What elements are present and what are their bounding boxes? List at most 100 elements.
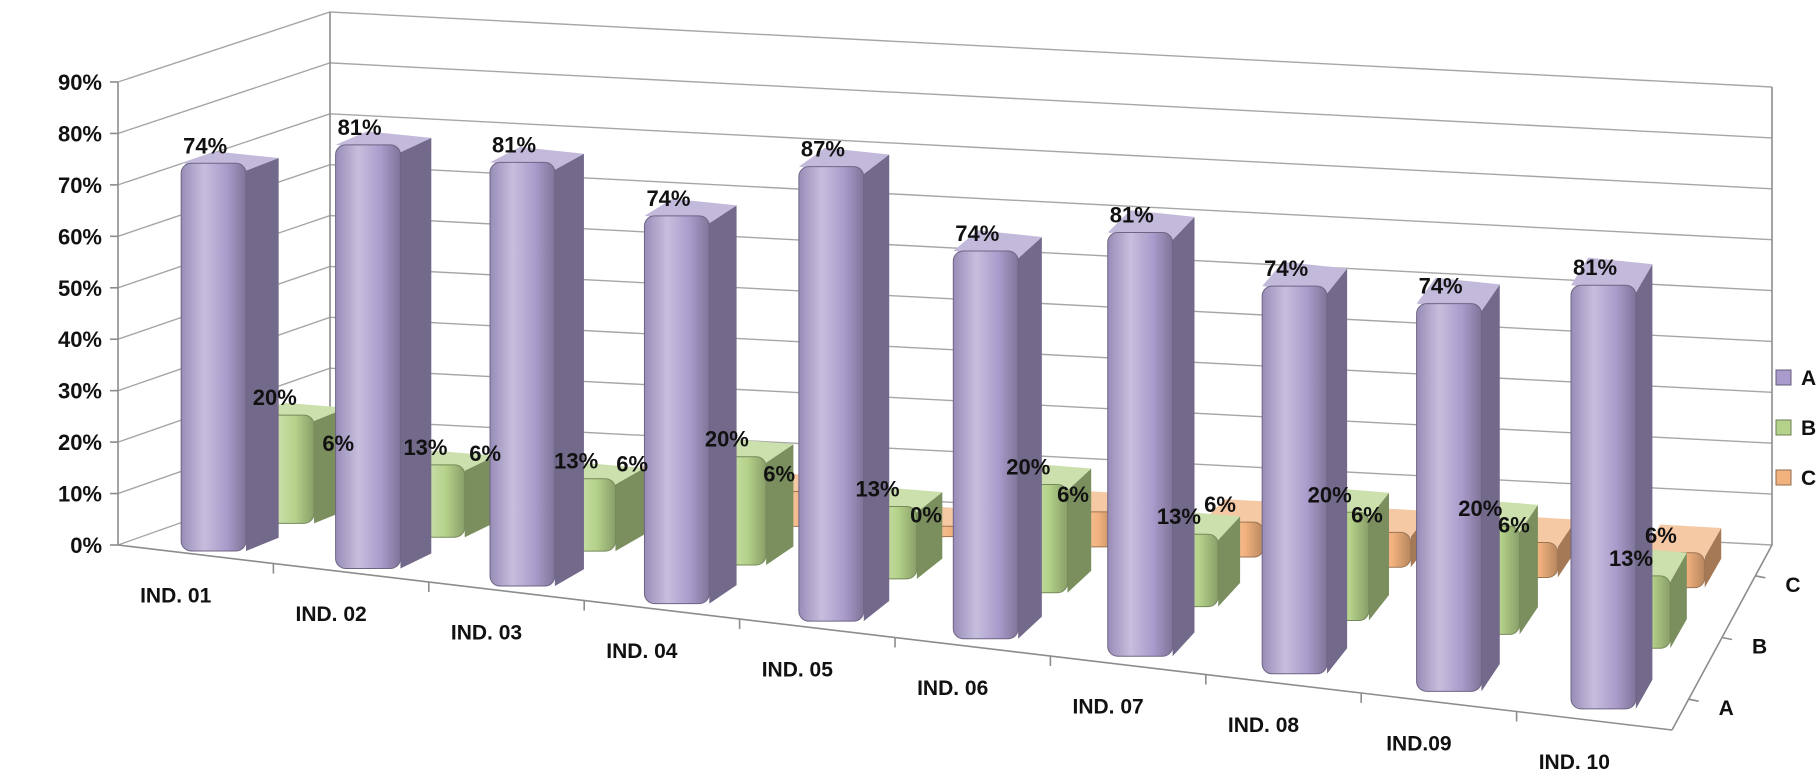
legend-swatch — [1775, 469, 1792, 486]
bar-side — [1172, 216, 1195, 657]
bar-side — [1218, 516, 1241, 607]
bar-side — [916, 492, 943, 579]
bar-A-3 — [489, 147, 584, 587]
category-label: IND. 08 — [1228, 714, 1300, 737]
depth-axis-label: B — [1752, 636, 1767, 659]
value-label-A: 81% — [492, 132, 536, 157]
bar-front — [335, 144, 401, 570]
bar-side — [709, 205, 737, 604]
bar-A-2 — [335, 131, 432, 570]
value-label-C: 6% — [322, 431, 354, 456]
legend-swatch — [1775, 369, 1792, 386]
bar-side — [615, 467, 645, 552]
depth-axis: A B C — [1688, 574, 1801, 720]
bar-A-10 — [1570, 257, 1653, 710]
value-label-A: 74% — [955, 221, 999, 246]
y-tick-label: 40% — [58, 327, 102, 352]
bars — [180, 131, 1722, 710]
category-label: IND. 04 — [606, 640, 678, 663]
value-label-C: 6% — [469, 441, 501, 466]
bar-A-8 — [1261, 261, 1348, 675]
bar-front — [180, 162, 247, 552]
bar-side — [1018, 236, 1042, 639]
depth-tick-mark — [1755, 575, 1766, 579]
bar-side — [246, 158, 279, 551]
value-label-A: 81% — [1573, 255, 1617, 280]
bar-side — [863, 154, 890, 622]
y-tick-label: 20% — [58, 430, 102, 455]
bar-side — [766, 444, 794, 565]
value-label-C: 6% — [1057, 482, 1089, 507]
category-label: IND.09 — [1386, 732, 1451, 755]
category-label: IND. 02 — [295, 603, 366, 626]
y-tick-label: 0% — [70, 533, 102, 558]
bar-front — [952, 250, 1019, 640]
value-label-A: 74% — [183, 133, 227, 158]
category-label: IND. 07 — [1072, 695, 1143, 718]
bar-side — [1327, 268, 1348, 674]
category-label: IND. 01 — [140, 584, 212, 607]
bar-front — [643, 215, 710, 605]
bar-front — [1570, 284, 1637, 710]
y-tick-label: 10% — [58, 482, 102, 507]
gridline — [117, 11, 1773, 88]
bar-front — [1107, 232, 1174, 657]
value-label-B: 20% — [1308, 482, 1352, 507]
category-label: IND. 10 — [1539, 751, 1610, 774]
bar-A-7 — [1107, 210, 1195, 657]
y-tick-label: 80% — [58, 121, 102, 146]
value-label-C: 6% — [763, 461, 795, 486]
value-label-A: 74% — [1419, 274, 1463, 299]
depth-axis-label: C — [1785, 574, 1800, 597]
y-tick-label: 50% — [58, 276, 102, 301]
value-label-B: 13% — [1157, 504, 1201, 529]
bar-A-9 — [1416, 277, 1500, 692]
value-label-B: 20% — [253, 385, 297, 410]
bar-top — [1571, 257, 1653, 293]
value-label-B: 20% — [1006, 455, 1050, 480]
bar-front — [489, 161, 556, 587]
value-label-C: 0% — [910, 502, 942, 527]
value-label-C: 6% — [1204, 492, 1236, 517]
value-label-A: 81% — [338, 115, 382, 140]
value-label-A: 81% — [1110, 203, 1154, 228]
bar-side — [1704, 528, 1722, 588]
value-label-C: 6% — [1645, 523, 1677, 548]
bar-side — [554, 153, 584, 587]
bar-side — [1368, 492, 1390, 621]
value-label-B: 20% — [705, 427, 749, 452]
legend-label: B — [1801, 417, 1816, 440]
bar-A-1 — [180, 151, 279, 552]
bar-front — [1416, 303, 1482, 692]
value-label-B: 13% — [1609, 546, 1653, 571]
bar-front — [1261, 285, 1328, 675]
y-axis-tick-labels: 0% 10% 20% 30% 40% 50% 60% 70% 80% 90% — [58, 70, 118, 558]
value-label-B: 13% — [554, 449, 598, 474]
y-tick-label: 30% — [58, 379, 102, 404]
bar-side — [1519, 504, 1538, 635]
legend-item-A: A — [1775, 367, 1816, 390]
bar-side — [1481, 284, 1500, 692]
bar-top — [1642, 524, 1722, 558]
legend-swatch — [1775, 419, 1792, 436]
depth-tick-mark — [1721, 636, 1733, 641]
legend: A B C — [1775, 367, 1816, 490]
bar-side — [464, 455, 496, 538]
y-tick-label: 70% — [58, 173, 102, 198]
bar-top — [1416, 277, 1500, 311]
legend-label: A — [1801, 367, 1816, 390]
bar-A-6 — [952, 230, 1042, 640]
bar-A-4 — [643, 198, 737, 605]
category-labels: IND. 01 IND. 02 IND. 03 IND. 04 IND. 05 IND. … — [140, 584, 1610, 774]
depth-axis-label: A — [1719, 697, 1734, 720]
bar-side — [400, 137, 432, 569]
bar-side — [1670, 552, 1687, 649]
value-label-C: 6% — [1498, 513, 1530, 538]
value-label-A: 74% — [646, 186, 690, 211]
bar-side — [1635, 264, 1653, 709]
value-label-C: 6% — [616, 451, 648, 476]
legend-item-B: B — [1775, 417, 1816, 440]
category-label: IND. 05 — [762, 658, 834, 681]
legend-item-C: C — [1775, 467, 1816, 490]
y-tick-label: 60% — [58, 224, 102, 249]
